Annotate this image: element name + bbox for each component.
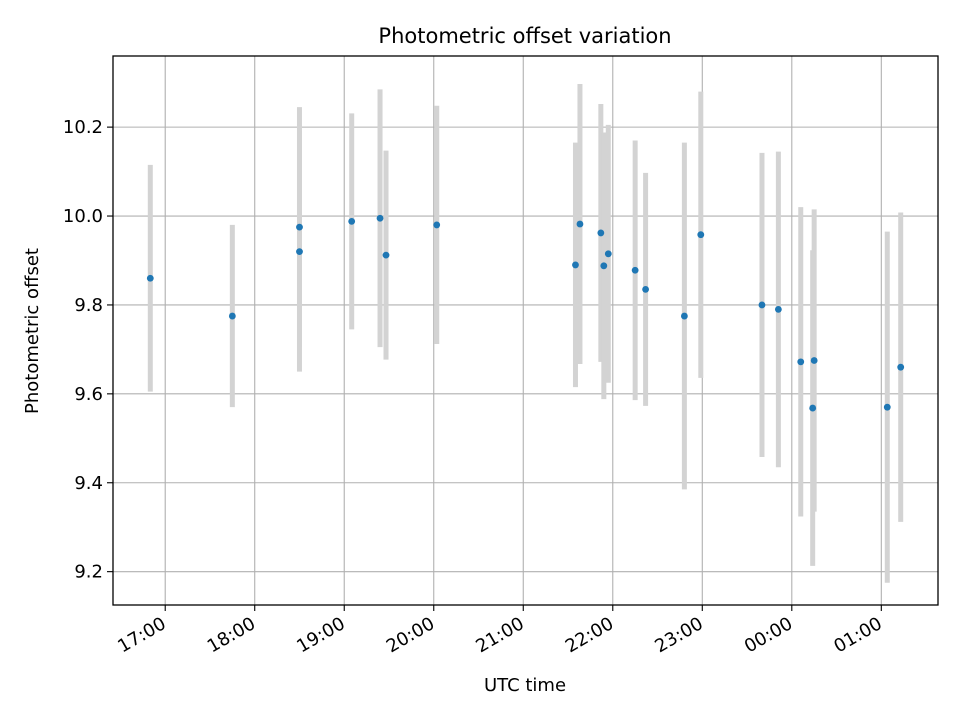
data-point [797,358,805,366]
x-axis-title: UTC time [484,675,566,696]
y-tick-label: 10.0 [63,206,103,227]
y-tick-label: 9.8 [74,295,103,316]
data-point [758,301,766,309]
y-axis-ticks: 9.2 9.4 9.6 9.8 10.0 10.2 [63,117,113,583]
axes-frame [112,55,939,606]
data-point [348,217,356,225]
data-point [296,248,303,255]
data-point [680,312,688,320]
y-tick-label: 9.2 [74,562,103,583]
data-point [576,220,584,228]
data-point [382,251,390,259]
y-axis-title: Photometric offset [22,248,43,414]
data-point [604,250,612,258]
data-point [600,262,608,270]
data-point [631,266,639,274]
data-point [642,285,649,293]
data-point [146,274,154,282]
data-points [146,214,905,412]
y-tick-label: 9.4 [74,473,103,494]
data-point [433,221,441,229]
data-point [376,214,384,222]
data-point [897,363,905,371]
data-point [572,261,579,269]
y-tick-label: 9.6 [74,384,103,405]
chart-title: Photometric offset variation [378,24,671,48]
data-point [810,357,818,364]
y-tick-label: 10.2 [63,117,103,138]
data-point [296,223,303,231]
data-point [228,312,236,320]
data-point [774,305,782,313]
data-point [809,404,817,412]
data-point [697,231,705,239]
data-point [883,403,891,411]
data-point [597,229,605,237]
